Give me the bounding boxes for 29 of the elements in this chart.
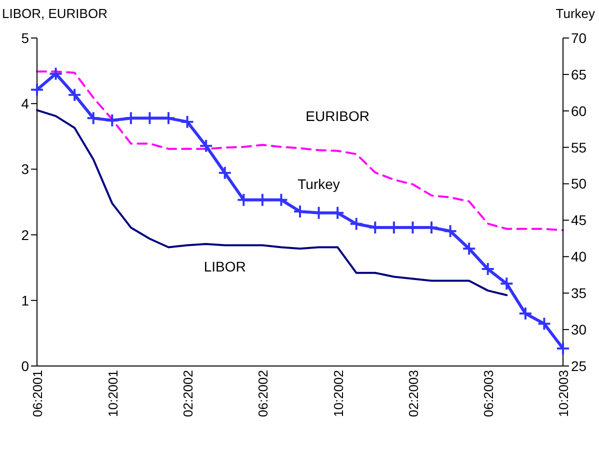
x-tick-label: 10:2001 (105, 370, 120, 417)
x-tick-label: 06:2001 (30, 370, 46, 417)
y2-tick-label: 25 (571, 358, 587, 374)
x-tick-label: 10:2002 (330, 370, 346, 417)
y2-tick-label: 65 (571, 66, 587, 82)
y-axis-title: LIBOR, EURIBOR (2, 6, 108, 21)
series-label: EURIBOR (306, 108, 370, 124)
y2-tick-label: 30 (571, 322, 587, 338)
y-tick-label: 4 (21, 96, 30, 112)
y-tick-label: 0 (21, 358, 30, 374)
x-tick-label: 02:2002 (180, 370, 196, 417)
series-label: Turkey (298, 176, 340, 192)
y2-tick-label: 40 (571, 248, 587, 265)
x-tick-label: 02:2003 (406, 370, 421, 417)
y2-tick-label: 70 (571, 30, 587, 46)
y-tick-label: 2 (21, 226, 30, 243)
x-tick-label: 10:2003 (556, 370, 572, 417)
y2-tick-label: 60 (571, 102, 587, 119)
y2-axis-title: Turkey (556, 6, 595, 21)
y2-tick-label: 35 (571, 285, 587, 302)
y2-tick-label: 55 (571, 139, 587, 156)
series-label: LIBOR (204, 258, 246, 274)
y2-tick-label: 45 (571, 212, 587, 228)
y-tick-label: 3 (21, 161, 30, 178)
y2-tick-label: 50 (571, 176, 587, 192)
x-tick-label: 06:2002 (256, 370, 271, 417)
x-tick-label: 06:2003 (481, 370, 496, 417)
y-tick-label: 1 (21, 292, 30, 308)
y-tick-label: 5 (21, 30, 30, 46)
